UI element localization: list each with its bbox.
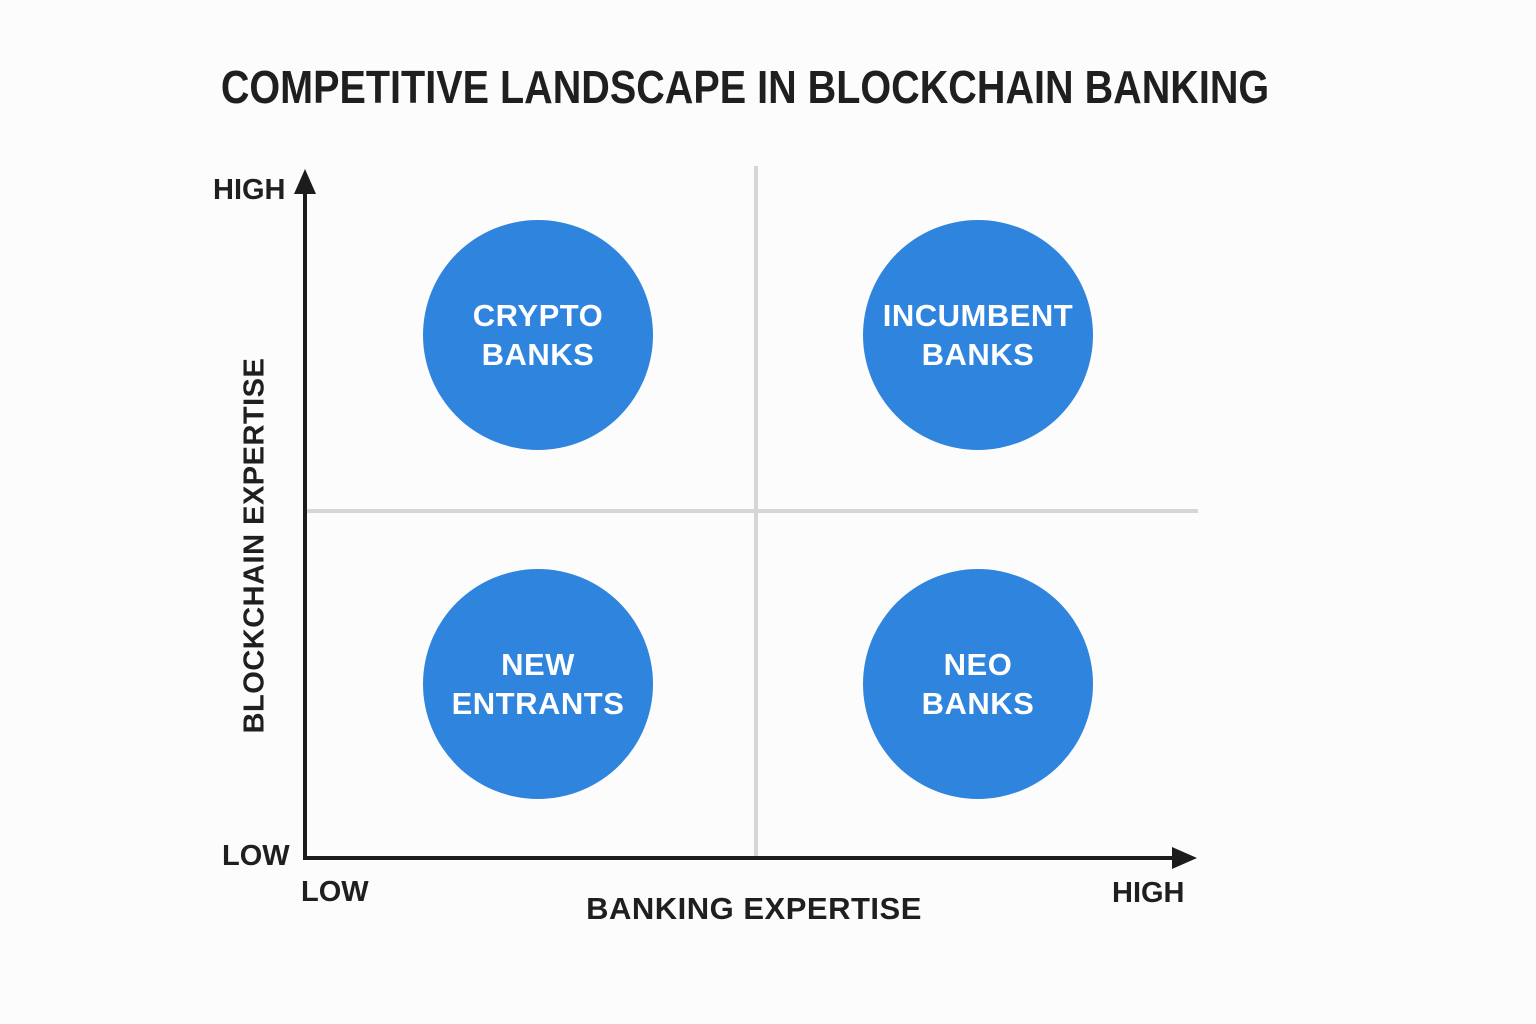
bubble-label-line2: BANKS: [481, 337, 595, 372]
bubble-incumbent-banks: INCUMBENT BANKS: [863, 220, 1093, 450]
bubble-crypto-banks: CRYPTO BANKS: [423, 220, 653, 450]
bubble-label-line1: NEO: [943, 646, 1013, 682]
y-axis-line: [303, 182, 307, 858]
bubble-label-line2: BANKS: [921, 337, 1035, 372]
chart-title: COMPETITIVE LANDSCAPE IN BLOCKCHAIN BANK…: [220, 61, 1270, 113]
x-axis-high-label: HIGH: [1112, 877, 1185, 909]
arrow-right-icon: [1172, 847, 1197, 869]
horizontal-divider-line: [307, 509, 1198, 513]
bubble-neo-banks: NEO BANKS: [863, 569, 1093, 799]
bubble-new-entrants: NEW ENTRANTS: [423, 569, 653, 799]
bubble-label-line1: NEW: [501, 646, 575, 682]
x-axis-title: BANKING EXPERTISE: [586, 891, 922, 926]
arrow-up-icon: [294, 169, 316, 194]
x-axis-line: [303, 856, 1175, 860]
bubble-label-line1: INCUMBENT: [882, 297, 1074, 333]
y-axis-title: BLOCKCHAIN EXPERTISE: [238, 357, 271, 734]
y-axis-high-label: HIGH: [213, 174, 286, 206]
y-axis-low-label: LOW: [222, 840, 290, 872]
bubble-label-line2: BANKS: [921, 686, 1035, 721]
bubble-label-line2: ENTRANTS: [451, 686, 625, 721]
x-axis-low-label: LOW: [301, 876, 369, 908]
bubble-label-line1: CRYPTO: [472, 297, 604, 333]
